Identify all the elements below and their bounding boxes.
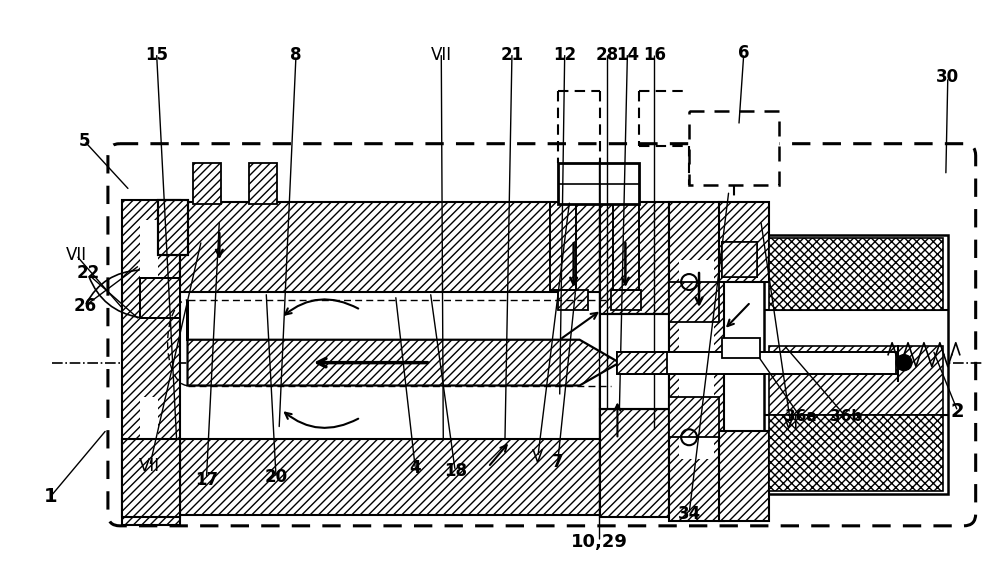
Text: V: V (532, 448, 544, 466)
Text: 10,29: 10,29 (571, 533, 628, 551)
Bar (669, 202, 724, 521)
Bar (193, 162, 221, 204)
Text: 15: 15 (145, 46, 168, 65)
Text: 34: 34 (677, 505, 701, 523)
Bar (140, 278, 180, 318)
Bar (550, 202, 576, 290)
Text: VII: VII (66, 246, 87, 264)
Text: 6: 6 (738, 43, 750, 62)
Text: 36a: 36a (785, 410, 816, 424)
Text: 1: 1 (43, 487, 57, 506)
FancyBboxPatch shape (689, 111, 779, 185)
Bar (558, 162, 639, 204)
Text: 21: 21 (500, 46, 524, 65)
Text: VII: VII (431, 46, 452, 65)
Bar (249, 162, 277, 204)
Bar (769, 238, 943, 310)
Bar (600, 202, 669, 314)
Bar (722, 337, 760, 358)
Bar (140, 220, 158, 278)
Text: 18: 18 (444, 462, 467, 480)
Text: VII: VII (139, 458, 160, 475)
Text: 2: 2 (951, 402, 965, 421)
Text: 36b: 36b (830, 410, 862, 424)
Bar (617, 352, 896, 374)
Bar (158, 200, 188, 255)
Bar (158, 200, 188, 255)
Bar (769, 415, 943, 491)
Bar (617, 352, 667, 374)
Text: 14: 14 (616, 46, 639, 65)
Bar (140, 398, 158, 457)
Bar (122, 200, 180, 525)
Bar (669, 282, 719, 322)
FancyBboxPatch shape (108, 144, 976, 526)
Bar (140, 278, 180, 318)
Bar (180, 439, 607, 515)
Bar (180, 202, 607, 292)
Bar (679, 260, 714, 459)
Bar (764, 235, 948, 494)
Bar (558, 290, 588, 310)
Bar (769, 345, 943, 415)
Bar (613, 202, 639, 290)
Bar (611, 290, 641, 310)
Text: 4: 4 (410, 459, 421, 477)
Text: 8: 8 (290, 46, 302, 65)
Text: 22: 22 (76, 264, 100, 283)
Text: 16: 16 (643, 46, 666, 65)
Bar (617, 353, 662, 372)
Bar (722, 242, 757, 277)
Text: 17: 17 (195, 471, 218, 488)
Bar (600, 410, 669, 517)
Text: 7: 7 (552, 454, 564, 471)
Bar (669, 398, 719, 437)
Text: 20: 20 (265, 468, 288, 486)
Bar (600, 314, 669, 410)
Bar (122, 439, 180, 517)
Bar (722, 242, 757, 277)
Text: 12: 12 (553, 46, 576, 65)
Bar (719, 202, 769, 282)
Text: 28: 28 (596, 46, 619, 65)
Text: VI: VI (782, 414, 799, 432)
Circle shape (896, 355, 912, 371)
Bar (719, 431, 769, 521)
Text: 30: 30 (936, 68, 959, 86)
Text: 26: 26 (73, 297, 97, 315)
Polygon shape (188, 300, 619, 386)
Text: 5: 5 (78, 132, 90, 150)
Bar (617, 353, 662, 372)
